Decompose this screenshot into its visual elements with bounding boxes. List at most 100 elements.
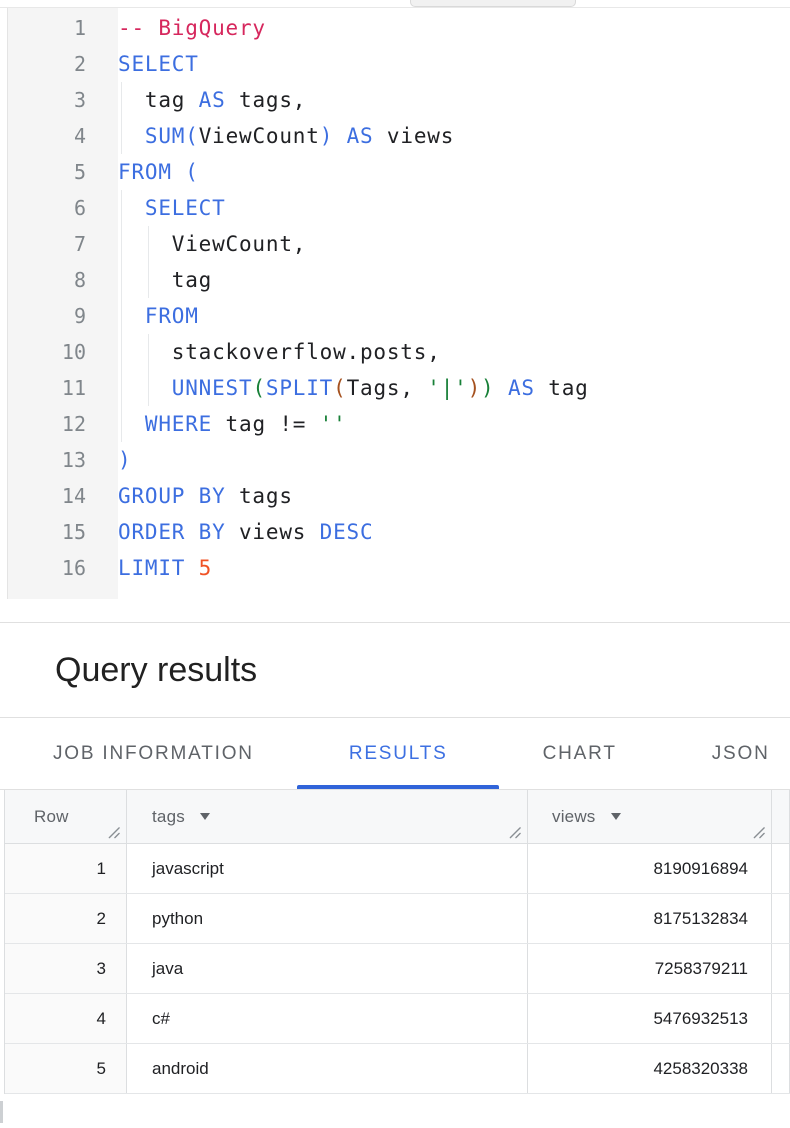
code-line[interactable]: 7 ViewCount, [0, 226, 790, 262]
indent-guide [121, 334, 122, 370]
code-text: -- BigQuery [118, 16, 266, 40]
cell-row-number: 1 [5, 844, 127, 893]
indent-guide [148, 334, 149, 370]
cell-tags: python [127, 894, 528, 943]
cell-extra [772, 944, 790, 993]
cell-views: 8190916894 [528, 844, 772, 893]
cell-extra [772, 994, 790, 1043]
divider [0, 622, 790, 623]
code-text: FROM [118, 298, 199, 334]
code-text: ) [118, 448, 132, 472]
code-line[interactable]: 13 ) [0, 442, 790, 478]
table-row: 2 python 8175132834 [5, 894, 790, 944]
column-header-extra[interactable] [772, 790, 790, 843]
line-number: 13 [61, 448, 86, 472]
line-number-gutter [8, 8, 118, 599]
code-text: SUM(ViewCount) AS views [118, 118, 454, 154]
line-number: 14 [61, 484, 86, 508]
top-strip [0, 0, 790, 7]
column-resize-handle[interactable] [508, 826, 522, 839]
code-line[interactable]: 12 WHERE tag != '' [0, 406, 790, 442]
code-line[interactable]: 2 SELECT [0, 46, 790, 82]
cell-views: 7258379211 [528, 944, 772, 993]
code-line[interactable]: 15 ORDER BY views DESC [0, 514, 790, 550]
table-row: 4 c# 5476932513 [5, 994, 790, 1044]
tab-label: JSON [711, 742, 770, 764]
tab-json[interactable]: JSON [712, 718, 770, 789]
code-text: FROM ( [118, 160, 199, 184]
scrollbar-fragment[interactable] [410, 0, 576, 7]
code-text: ViewCount, [118, 226, 306, 262]
code-line[interactable]: 16 LIMIT 5 [0, 550, 790, 586]
code-line[interactable]: 14 GROUP BY tags [0, 478, 790, 514]
column-header-Row[interactable]: Row [5, 790, 127, 843]
indent-guide [121, 298, 122, 334]
cell-row-number: 2 [5, 894, 127, 943]
active-tab-underline [297, 785, 500, 789]
code-text: SELECT [118, 190, 226, 226]
query-results-header: Query results [0, 623, 790, 717]
cell-views: 5476932513 [528, 994, 772, 1043]
line-number: 10 [61, 340, 86, 364]
tab-results[interactable]: RESULTS [297, 718, 500, 789]
indent-guide [148, 370, 149, 406]
line-number: 16 [61, 556, 86, 580]
column-header-label: tags [152, 806, 185, 826]
column-resize-handle[interactable] [107, 826, 121, 839]
indent-guide [148, 262, 149, 298]
tab-chart[interactable]: CHART [543, 718, 617, 789]
sort-arrow-icon[interactable] [199, 813, 210, 820]
code-text: ORDER BY views DESC [118, 520, 374, 544]
cell-tags: android [127, 1044, 528, 1093]
column-header-label: Row [34, 806, 69, 826]
tab-label: RESULTS [348, 742, 448, 764]
code-line[interactable]: 9 FROM [0, 298, 790, 334]
code-line[interactable]: 10 stackoverflow.posts, [0, 334, 790, 370]
tab-job-information[interactable]: JOB INFORMATION [53, 718, 254, 789]
line-number: 15 [61, 520, 86, 544]
column-resize-handle[interactable] [752, 826, 766, 839]
left-edge-fragment [0, 1101, 3, 1123]
results-table: Row tags views 1 javascript 8190916894 [4, 790, 790, 1094]
divider [0, 717, 790, 718]
code-text: GROUP BY tags [118, 484, 293, 508]
code-text: WHERE tag != '' [118, 406, 347, 442]
code-line[interactable]: 3 tag AS tags, [0, 82, 790, 118]
code-line[interactable]: 6 SELECT [0, 190, 790, 226]
sort-arrow-icon[interactable] [610, 813, 621, 820]
line-number: 8 [73, 268, 86, 292]
line-number: 4 [73, 124, 86, 148]
cell-views: 4258320338 [528, 1044, 772, 1093]
code-lines: 1 -- BigQuery 2 SELECT 3 tag AS tags, 4 … [0, 8, 790, 586]
indent-guide [121, 226, 122, 262]
code-line[interactable]: 5 FROM ( [0, 154, 790, 190]
cell-extra [772, 1044, 790, 1093]
line-number: 12 [61, 412, 86, 436]
column-header-label: views [552, 806, 596, 826]
tab-label: JOB INFORMATION [53, 742, 254, 764]
code-text: LIMIT 5 [118, 556, 213, 580]
table-row: 5 android 4258320338 [5, 1044, 790, 1094]
table-header-row: Row tags views [5, 790, 790, 844]
code-line[interactable]: 11 UNNEST(SPLIT(Tags, '|')) AS tag [0, 370, 790, 406]
indent-guide [121, 262, 122, 298]
line-number: 2 [73, 52, 86, 76]
sql-editor[interactable]: 1 -- BigQuery 2 SELECT 3 tag AS tags, 4 … [0, 7, 790, 599]
code-text: tag AS tags, [118, 82, 306, 118]
line-number: 6 [73, 196, 86, 220]
line-number: 9 [73, 304, 86, 328]
cell-tags: c# [127, 994, 528, 1043]
code-line[interactable]: 8 tag [0, 262, 790, 298]
line-number: 5 [73, 160, 86, 184]
cell-extra [772, 844, 790, 893]
code-text: tag [118, 262, 212, 298]
column-header-tags[interactable]: tags [127, 790, 528, 843]
code-line[interactable]: 1 -- BigQuery [0, 10, 790, 46]
indent-guide [121, 82, 122, 118]
code-line[interactable]: 4 SUM(ViewCount) AS views [0, 118, 790, 154]
code-text: SELECT [118, 52, 199, 76]
column-header-views[interactable]: views [528, 790, 772, 843]
cell-tags: java [127, 944, 528, 993]
cell-extra [772, 894, 790, 943]
indent-guide [148, 226, 149, 262]
